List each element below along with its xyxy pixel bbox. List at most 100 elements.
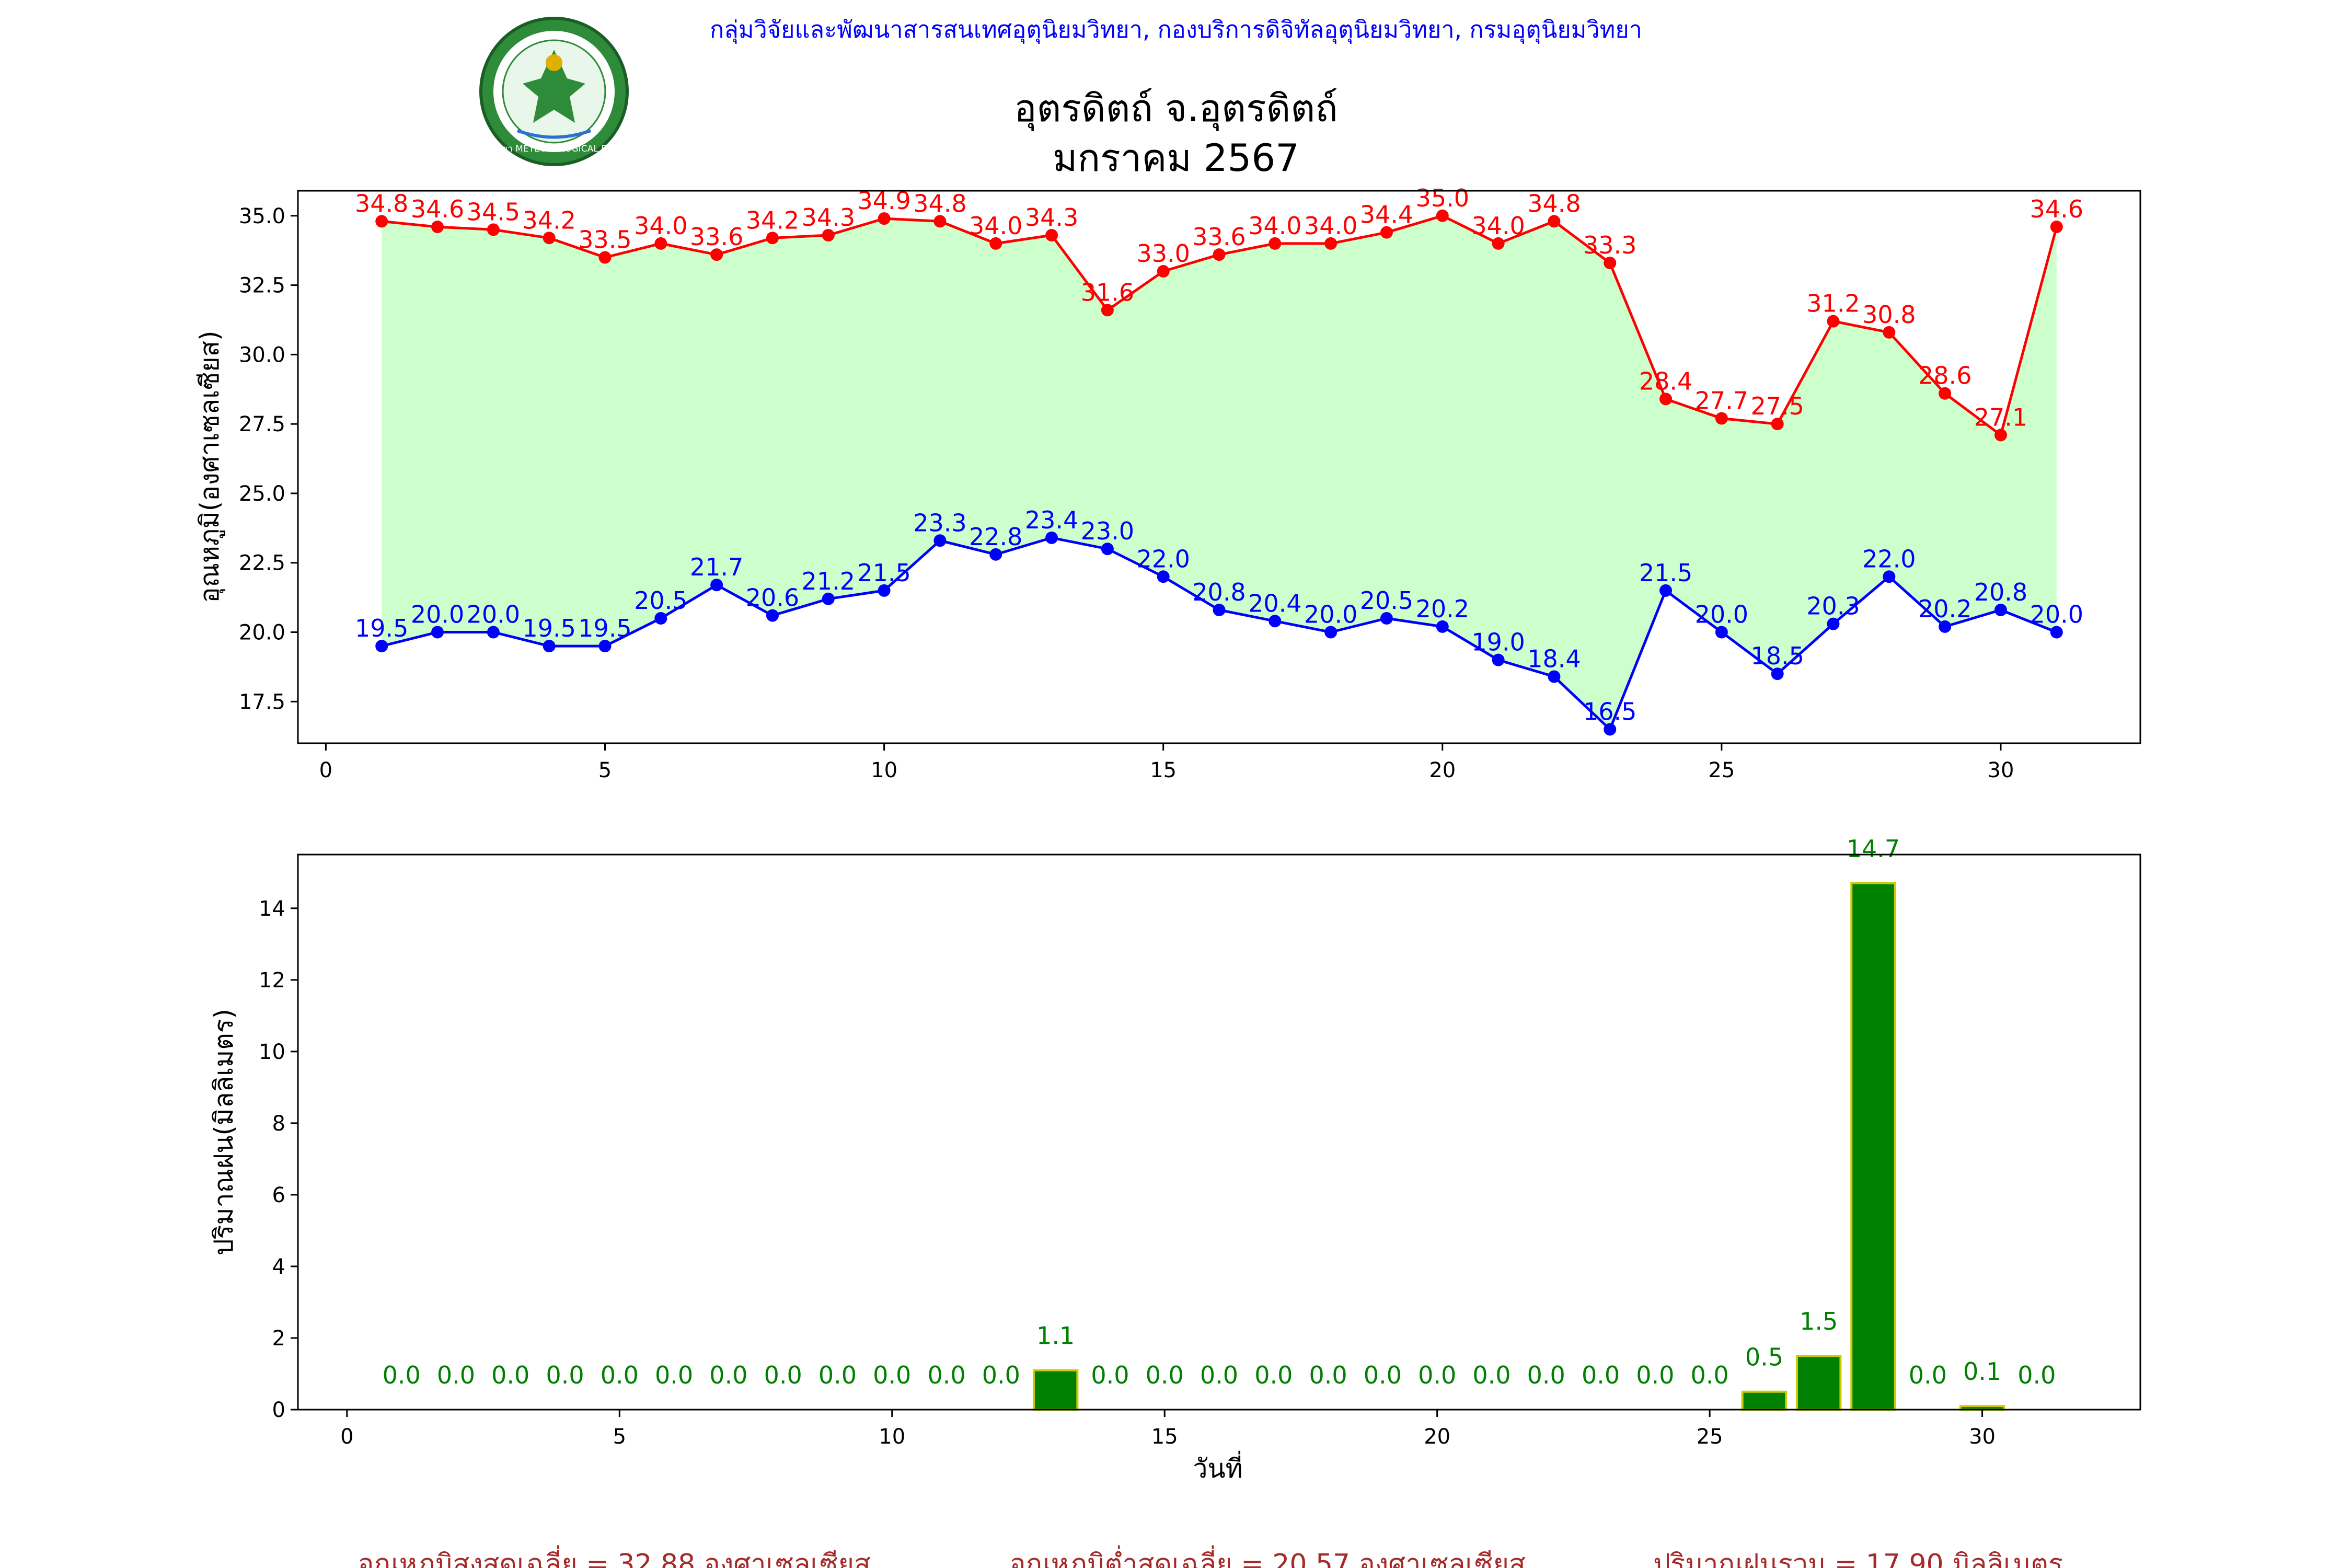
rainfall-label: 0.0	[982, 1361, 1020, 1389]
rainfall-label: 0.0	[383, 1361, 421, 1389]
temperature-y-tick-label: 27.5	[239, 412, 285, 436]
rainfall-x-axis-label: วันที่	[1193, 1451, 1242, 1484]
rainfall-label: 0.0	[491, 1361, 529, 1389]
min-temperature-point	[822, 592, 835, 605]
summary-avg-max: อุณหภูมิสูงสุดเฉลี่ย = 32.88 องศาเซลเซีย…	[358, 1545, 871, 1568]
max-temperature-point	[1827, 315, 1840, 328]
max-temperature-label: 33.5	[578, 225, 631, 253]
rainfall-bar	[1741, 1390, 1788, 1411]
max-temperature-point	[375, 215, 388, 228]
rainfall-label: 0.0	[1146, 1361, 1184, 1389]
min-temperature-point	[1436, 620, 1449, 633]
summary-total-rain: ปริมาณฝนรวม = 17.90 มิลลิเมตร	[1653, 1549, 2063, 1568]
min-temperature-label: 19.5	[578, 614, 631, 642]
rainfall-label: 0.0	[818, 1361, 857, 1389]
min-temperature-point	[1492, 653, 1505, 666]
min-temperature-label: 16.5	[1583, 697, 1636, 725]
temperature-range-fill	[382, 215, 2057, 730]
rainfall-plot-frame	[297, 854, 2141, 1411]
rainfall-y-tick-label: 12	[259, 969, 285, 993]
max-temperature-point	[1101, 304, 1114, 317]
min-temperature-point	[2050, 626, 2063, 639]
max-temperature-label: 31.6	[1081, 278, 1134, 306]
rainfall-label: 0.0	[1691, 1361, 1729, 1389]
rainfall-label: 0.0	[1200, 1361, 1238, 1389]
max-temperature-label: 27.5	[1750, 392, 1804, 420]
min-temperature-label: 20.0	[2030, 601, 2083, 629]
rainfall-label: 0.0	[764, 1361, 802, 1389]
min-temperature-point	[1213, 604, 1226, 617]
temperature-y-tick-label: 32.5	[239, 274, 285, 298]
rainfall-y-tick-label: 10	[259, 1040, 285, 1064]
min-temperature-label: 20.5	[1360, 586, 1413, 615]
max-temperature-label: 27.7	[1695, 387, 1748, 415]
rainfall-x-tick-label: 0	[340, 1425, 353, 1449]
temperature-y-tick-label: 22.5	[239, 551, 285, 575]
max-temperature-label: 34.0	[1248, 212, 1301, 240]
period-title: มกราคม 2567	[1053, 136, 1299, 180]
rainfall-label: 1.5	[1800, 1307, 1838, 1335]
max-temperature-point	[822, 228, 835, 241]
rainfall-label: 0.0	[1636, 1361, 1674, 1389]
max-temperature-point	[766, 232, 779, 245]
max-temperature-label: 34.4	[1360, 201, 1413, 229]
max-temperature-label: 35.0	[1416, 184, 1469, 212]
min-temperature-point	[1380, 612, 1393, 625]
max-temperature-point	[431, 221, 444, 234]
min-temperature-point	[487, 626, 500, 639]
rainfall-label: 0.0	[546, 1361, 584, 1389]
logo-caption: กรมอุตุนิยมวิทยา METEOROLOGICAL DEPARTME…	[447, 144, 661, 154]
min-temperature-label: 19.0	[1471, 628, 1525, 656]
min-temperature-point	[933, 534, 947, 547]
max-temperature-label: 33.6	[1192, 223, 1246, 251]
max-temperature-point	[1269, 237, 1282, 250]
min-temperature-point	[1939, 620, 1952, 633]
max-temperature-label: 34.2	[746, 206, 799, 234]
summary: อุณหภูมิสูงสุดเฉลี่ย = 32.88 องศาเซลเซีย…	[358, 1545, 2063, 1568]
rainfall-label: 0.0	[873, 1361, 911, 1389]
max-temperature-point	[1380, 226, 1393, 239]
min-temperature-label: 20.3	[1806, 592, 1860, 620]
min-temperature-point	[431, 626, 444, 639]
min-temperature-point	[1604, 723, 1617, 736]
min-temperature-point	[1101, 543, 1114, 556]
min-temperature-label: 20.8	[1192, 578, 1246, 606]
rainfall-label: 0.5	[1745, 1343, 1783, 1371]
rainfall-label: 0.0	[2017, 1361, 2056, 1389]
min-temperature-label: 22.0	[1136, 545, 1190, 573]
min-temperature-label: 20.0	[467, 601, 520, 629]
max-temperature-point	[1883, 326, 1896, 339]
header: กรมอุตุนิยมวิทยา METEOROLOGICAL DEPARTME…	[447, 16, 1642, 180]
temperature-x-tick-label: 0	[319, 758, 332, 782]
min-temperature-label: 21.5	[857, 559, 910, 587]
min-temperature-label: 23.0	[1081, 517, 1134, 545]
min-temperature-label: 20.4	[1248, 589, 1301, 617]
min-temperature-point	[1771, 667, 1784, 681]
min-temperature-label: 22.8	[969, 523, 1022, 551]
max-temperature-point	[1715, 412, 1728, 425]
max-temperature-point	[710, 248, 723, 261]
rainfall-label: 0.0	[1418, 1361, 1456, 1389]
max-temperature-label: 31.2	[1806, 290, 1860, 318]
rainfall-label: 0.0	[1309, 1361, 1347, 1389]
temperature-x-tick-label: 5	[598, 758, 612, 782]
min-temperature-point	[878, 584, 891, 597]
max-temperature-label: 34.5	[467, 198, 520, 226]
temperature-y-axis-label: อุณหภูมิ(องศาเซลเซียส)	[194, 330, 225, 603]
temperature-x-tick-label: 10	[871, 758, 897, 782]
max-temperature-point	[1436, 209, 1449, 222]
max-temperature-label: 34.6	[2030, 195, 2083, 223]
rainfall-label: 0.0	[1527, 1361, 1565, 1389]
temperature-y-tick-label: 17.5	[239, 690, 285, 714]
rainfall-y-tick-label: 6	[272, 1183, 285, 1207]
rainfall-label: 0.0	[927, 1361, 965, 1389]
max-temperature-point	[933, 215, 947, 228]
min-temperature-point	[1157, 570, 1170, 583]
max-temperature-point	[1939, 387, 1952, 400]
max-temperature-point	[1659, 393, 1673, 406]
max-temperature-point	[1492, 237, 1505, 250]
rainfall-y-tick-label: 0	[272, 1398, 285, 1422]
max-temperature-label: 33.6	[690, 223, 743, 251]
rainfall-bar	[1032, 1369, 1079, 1411]
